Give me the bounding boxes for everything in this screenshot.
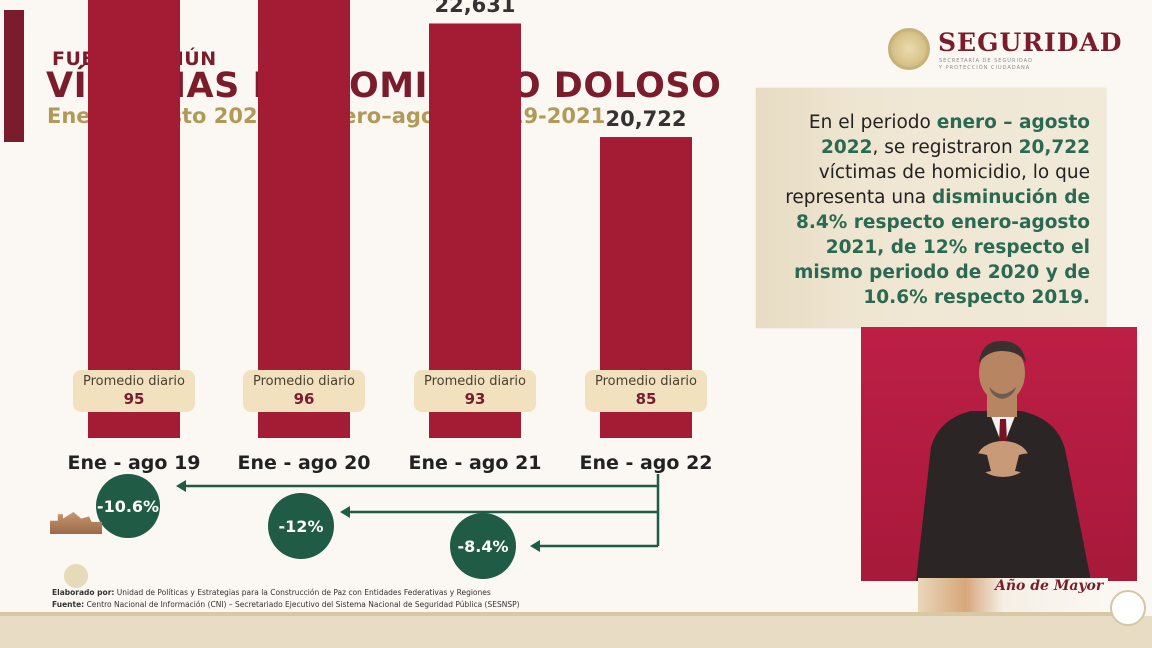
bar-2020 (258, 0, 350, 439)
year-banner (918, 578, 1108, 612)
daily-average-box-2019: Promedio diario 95 (73, 370, 195, 412)
arrowhead-icon (530, 540, 540, 552)
logo-sub-line1: SECRETARÍA DE SEGURIDAD (939, 58, 1033, 64)
info-box: En el periodo enero – agosto 2022, se re… (756, 88, 1106, 328)
footer-seal-icon (64, 564, 88, 588)
daily-average-label: Promedio diario (595, 374, 697, 389)
info-text-2: , se registraron (872, 137, 1019, 158)
info-text: En el periodo enero – agosto 2022, se re… (760, 110, 1090, 310)
info-highlight-total: 20,722 (1018, 137, 1090, 158)
change-badge-2019: -10.6% (96, 474, 160, 538)
footer-elaborado-label: Elaborado por: (52, 588, 115, 597)
change-badge-2021: -8.4% (450, 513, 516, 579)
interpreter-figure (916, 341, 1091, 581)
change-badge-2020: -12% (268, 493, 334, 559)
daily-average-label: Promedio diario (253, 374, 355, 389)
logo-sub-line2: Y PROTECCIÓN CIUDADANA (939, 65, 1031, 71)
bar-2021 (429, 23, 521, 438)
year-banner-text: Año de Mayor (995, 578, 1104, 594)
x-tick-label-2021: Ene - ago 21 (408, 452, 542, 474)
footer-fuente-label: Fuente: (52, 600, 85, 609)
info-highlight-decrease: disminución de 8.4% respecto enero-agost… (794, 187, 1090, 308)
daily-average-label: Promedio diario (424, 374, 526, 389)
daily-average-box-2021: Promedio diario 93 (414, 370, 536, 412)
bar-chart (88, 0, 692, 552)
seguridad-logo: SEGURIDAD SECRETARÍA DE SEGURIDAD Y PROT… (888, 26, 1122, 74)
arrowhead-icon (340, 506, 350, 518)
national-seal-icon (888, 28, 930, 70)
info-text-3: víctimas de homicidio, lo que representa… (785, 162, 1090, 208)
arrowhead-icon (176, 480, 186, 492)
bar-2019 (88, 0, 180, 438)
x-tick-label-2020: Ene - ago 20 (237, 452, 371, 474)
bar-value-label-2022: 20,722 (605, 107, 687, 132)
daily-average-value: 96 (293, 390, 315, 408)
daily-average-value: 95 (123, 390, 145, 408)
gobierno-seal-icon (1110, 590, 1146, 626)
x-tick-label-2019: Ene - ago 19 (67, 452, 201, 474)
info-text-1: En el periodo (808, 112, 937, 133)
bar-value-label-2021: 22,631 (434, 0, 516, 18)
footer-fuente: Fuente: Centro Nacional de Información (… (52, 600, 520, 609)
footer-elaborado: Elaborado por: Unidad de Políticas y Est… (52, 588, 491, 597)
accent-bar (4, 10, 24, 142)
x-tick-label-2022: Ene - ago 22 (579, 452, 713, 474)
daily-average-box-2022: Promedio diario 85 (585, 370, 707, 412)
daily-average-box-2020: Promedio diario 96 (243, 370, 365, 412)
building-illustration (50, 512, 102, 534)
interpreter-video (861, 327, 1137, 581)
footer-elaborado-text: Unidad de Políticas y Estrategias para l… (114, 588, 491, 597)
footer-fuente-text: Centro Nacional de Información (CNI) – S… (84, 600, 520, 609)
logo-word: SEGURIDAD (938, 28, 1123, 57)
daily-average-label: Promedio diario (83, 374, 185, 389)
info-highlight-period: enero – agosto 2022 (821, 112, 1090, 158)
logo-subtitle: SECRETARÍA DE SEGURIDAD Y PROTECCIÓN CIU… (939, 58, 1033, 72)
bottom-band (0, 616, 1152, 648)
daily-average-value: 93 (464, 390, 486, 408)
bottom-line (0, 612, 1120, 616)
daily-average-value: 85 (635, 390, 657, 408)
